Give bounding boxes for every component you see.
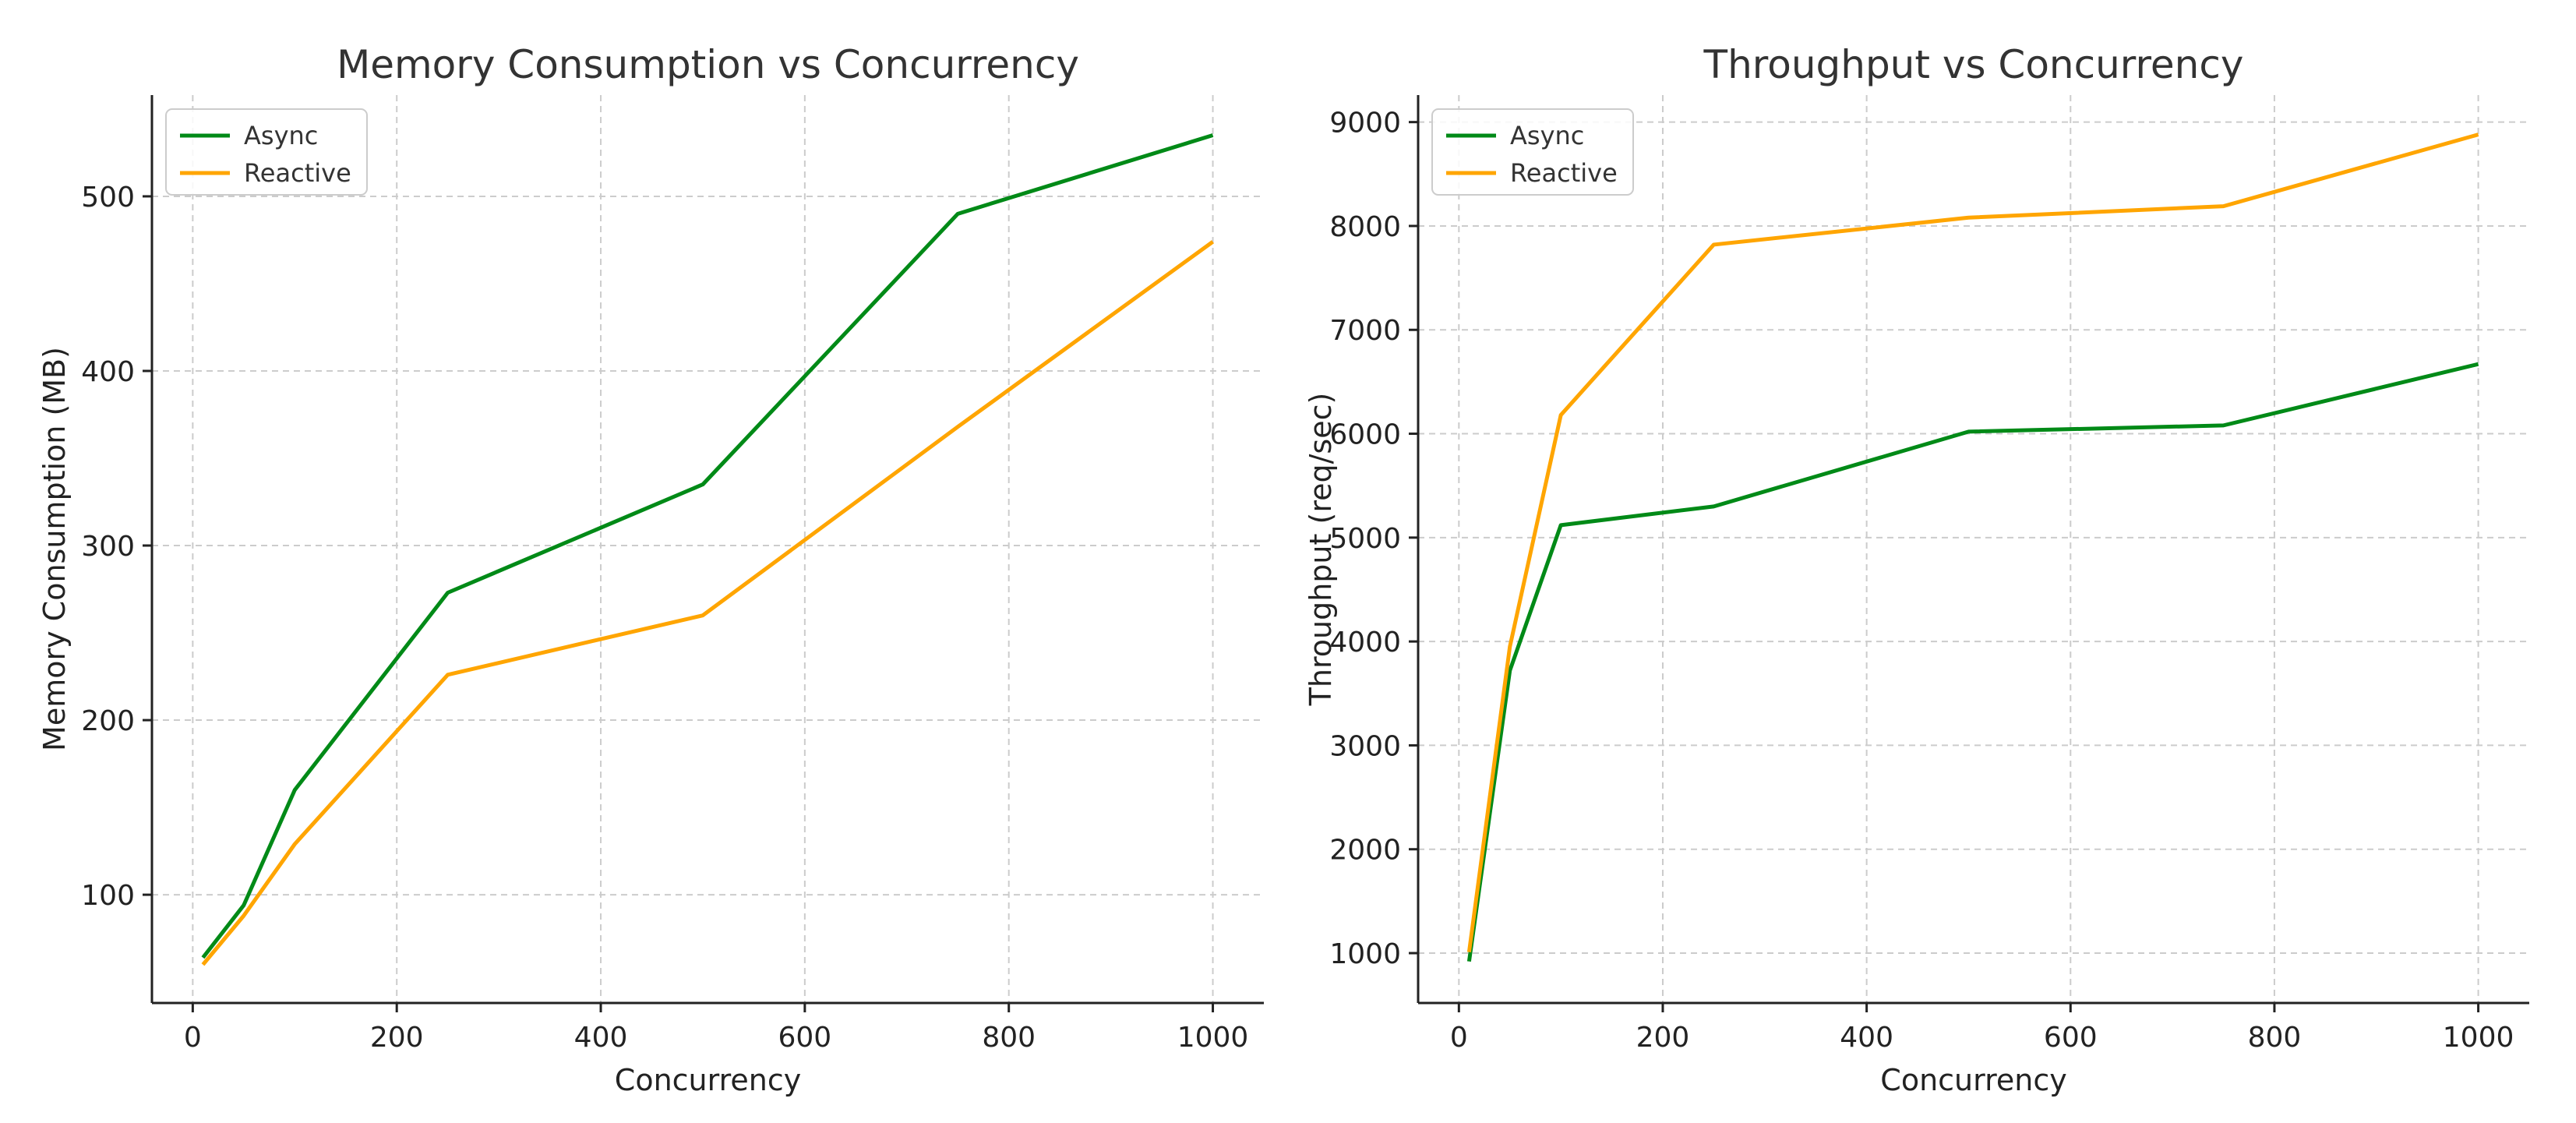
y-tick-label: 500 <box>81 182 135 214</box>
x-axis-label: Concurrency <box>615 1063 801 1097</box>
legend-label-async: Async <box>244 121 318 150</box>
memory-chart: 0 200 400 600 800 1000 100 200 300 400 500 Memory C… <box>37 42 1264 1097</box>
series-line-reactive <box>201 240 1215 966</box>
y-tick-label: 300 <box>81 531 135 563</box>
chart-title: Memory Consumption vs Concurrency <box>337 42 1079 87</box>
x-tick-label: 400 <box>1840 1022 1893 1054</box>
x-tick-label: 200 <box>1636 1022 1690 1054</box>
x-tick-label: 800 <box>982 1022 1036 1054</box>
x-tick-label: 1000 <box>1177 1022 1249 1054</box>
y-tick-label: 7000 <box>1329 315 1401 347</box>
legend-label-async: Async <box>1510 121 1584 150</box>
series-line-async <box>201 133 1214 959</box>
series-line-reactive <box>1466 132 2479 953</box>
y-tick-label: 4000 <box>1329 627 1401 659</box>
y-axis-label: Memory Consumption (MB) <box>37 347 72 751</box>
y-tick-label: 1000 <box>1329 938 1401 970</box>
x-tick-label: 0 <box>1450 1022 1468 1054</box>
y-tick-label: 400 <box>81 356 135 388</box>
y-tick-label: 100 <box>81 880 135 912</box>
chart-title: Throughput vs Concurrency <box>1703 42 2244 87</box>
y-tick-label: 6000 <box>1329 419 1401 451</box>
y-tick-label: 3000 <box>1329 730 1401 762</box>
y-tick-label: 8000 <box>1329 211 1401 243</box>
legend-label-reactive: Reactive <box>244 158 351 188</box>
series-line-async <box>1466 362 2479 962</box>
y-tick-label: 9000 <box>1329 108 1401 139</box>
x-tick-label: 800 <box>2248 1022 2302 1054</box>
y-tick-label: 200 <box>81 705 135 737</box>
x-tick-label: 0 <box>184 1022 202 1054</box>
y-tick-label: 5000 <box>1329 523 1401 555</box>
x-tick-label: 600 <box>2044 1022 2098 1054</box>
throughput-chart: 0 200 400 600 800 1000 1000 2000 3000 4000 5000 600… <box>1304 42 2529 1097</box>
y-tick-label: 2000 <box>1329 835 1401 867</box>
x-tick-label: 400 <box>574 1022 628 1054</box>
y-axis-label: Throughput (req/sec) <box>1304 393 1338 707</box>
x-tick-label: 1000 <box>2443 1022 2514 1054</box>
x-tick-label: 600 <box>778 1022 832 1054</box>
x-axis-label: Concurrency <box>1880 1063 2066 1097</box>
legend-label-reactive: Reactive <box>1510 158 1618 188</box>
x-tick-label: 200 <box>370 1022 424 1054</box>
